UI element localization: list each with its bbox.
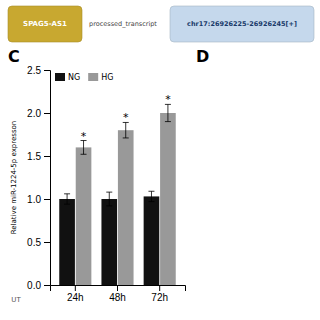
y-axis: 0.0 0.5 1.0 1.5 2.0 2.5 <box>27 65 50 291</box>
annotation: C <box>8 47 20 66</box>
error-bar-stem <box>125 122 126 137</box>
y-tick-label: 0.5 <box>27 237 41 248</box>
annotation: chr17:26926225-26926245[+] <box>187 20 297 28</box>
error-bar <box>165 104 171 121</box>
x-tick-label: 24h <box>67 292 84 303</box>
y-tick: 1.0 <box>27 194 50 205</box>
bar <box>118 130 134 285</box>
error-bar-cap <box>106 192 112 193</box>
bar <box>76 147 92 285</box>
error-bar-cap <box>64 204 70 205</box>
annotation: SPAG5-AS1 <box>23 20 67 28</box>
x-tick-mark <box>75 285 76 291</box>
error-bar-stem <box>151 191 152 201</box>
y-tick-label: 1.5 <box>27 151 41 162</box>
x-tick-mark <box>159 285 160 291</box>
x-tick: 48h <box>109 285 126 303</box>
error-bar-cap <box>81 154 87 155</box>
plot-area <box>59 104 175 285</box>
error-bar-stem <box>167 104 168 121</box>
bar <box>144 196 160 285</box>
y-tick-mark <box>44 70 50 71</box>
error-bar-cap <box>64 193 70 194</box>
chart: SPAG5-AS1 processed_transcript chr17:26926… <box>0 0 320 320</box>
y-tick: 1.5 <box>27 151 50 162</box>
y-tick: 0.5 <box>27 237 50 248</box>
error-bar-stem <box>109 192 110 206</box>
error-bar <box>64 194 70 204</box>
x-tick-label: 72h <box>151 292 168 303</box>
y-tick-mark <box>44 156 50 157</box>
y-tick-mark <box>44 285 50 286</box>
bar <box>59 199 75 285</box>
annotation: processed_transcript <box>89 20 157 28</box>
error-bar-stem <box>67 194 68 204</box>
error-bar-cap <box>148 201 154 202</box>
header-box <box>8 6 82 42</box>
significance-marker: * <box>123 111 129 124</box>
x-tick-label: 48h <box>109 292 126 303</box>
error-bar <box>123 122 129 137</box>
y-tick: 2.0 <box>27 108 50 119</box>
x-tick-mark <box>117 285 118 291</box>
bar <box>160 113 176 285</box>
y-tick-label: 2.0 <box>27 108 41 119</box>
x-axis: 24h 48h 72h <box>51 285 186 303</box>
error-bar-cap <box>123 137 129 138</box>
header-box <box>170 6 314 42</box>
annotation: UT <box>11 296 21 304</box>
error-bar-stem <box>83 141 84 155</box>
y-axis-line <box>44 71 51 286</box>
significance-marker: * <box>165 93 171 106</box>
legend-item: NG <box>55 73 80 82</box>
x-axis-line <box>51 286 186 292</box>
significance-marker: * <box>81 130 87 143</box>
legend-label: HG <box>101 73 113 82</box>
legend-swatch <box>88 73 98 81</box>
series <box>76 104 176 285</box>
error-bar <box>148 191 154 201</box>
y-tick-mark <box>44 199 50 200</box>
annotation: D <box>196 47 209 66</box>
y-tick: 0.0 <box>27 280 50 291</box>
y-tick-label: 0.0 <box>27 280 41 291</box>
legend-swatch <box>55 73 65 81</box>
legend: NG HG <box>55 73 113 82</box>
y-tick-label: 1.0 <box>27 194 41 205</box>
y-tick-mark <box>44 113 50 114</box>
error-bar-cap <box>165 121 171 122</box>
series <box>59 191 159 285</box>
x-tick: 72h <box>151 285 168 303</box>
error-bar <box>81 141 87 155</box>
error-bar-cap <box>106 205 112 206</box>
y-tick-mark <box>44 242 50 243</box>
y-tick: 2.5 <box>27 65 50 76</box>
y-tick-label: 2.5 <box>27 65 41 76</box>
x-tick: 24h <box>67 285 84 303</box>
legend-label: NG <box>68 73 80 82</box>
bar <box>101 199 117 285</box>
legend-item: HG <box>88 73 113 82</box>
y-axis-title: Relative miR-1224-5p expresson <box>10 121 18 235</box>
error-bar <box>106 192 112 206</box>
error-bar-cap <box>148 191 154 192</box>
